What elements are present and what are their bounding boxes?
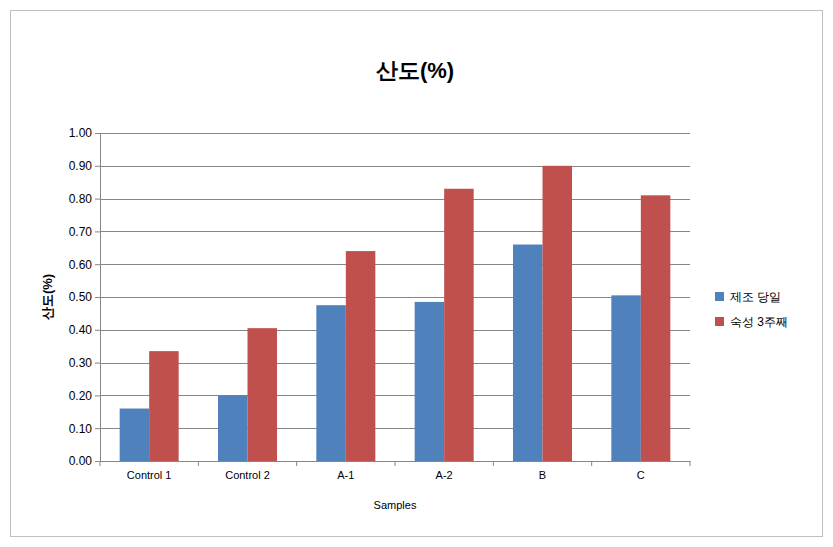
grid-line xyxy=(100,330,690,331)
y-tick-label: 0.00 xyxy=(69,454,93,468)
y-tick-label: 0.40 xyxy=(69,323,93,337)
chart: 0.00 0.10 0.20 0.30 0.40 0.50 0.60 0.70 0.80 0.90… xyxy=(0,0,833,547)
x-tick: A-1 xyxy=(337,469,354,481)
y-tick-label: 0.10 xyxy=(69,422,93,436)
x-tick: C xyxy=(637,469,645,481)
y-tick-mark xyxy=(95,231,100,232)
title: 산도(%) xyxy=(376,58,454,83)
grid-line xyxy=(100,264,690,265)
y-tick-label: 0.70 xyxy=(69,225,93,239)
bar xyxy=(513,245,543,461)
bar xyxy=(444,189,474,461)
x-tick: Control 2 xyxy=(225,469,270,481)
x-separators xyxy=(100,461,690,466)
x-separator xyxy=(591,461,592,466)
y-tick: 0.40 xyxy=(69,323,100,337)
x-tick-label: A-1 xyxy=(337,469,354,481)
y-tick-mark xyxy=(95,133,100,134)
y-tick: 0.60 xyxy=(69,258,100,272)
grid-line xyxy=(100,428,690,429)
x-separator xyxy=(395,461,396,466)
x-tick: A-2 xyxy=(436,469,453,481)
bar xyxy=(218,395,248,461)
y-tick-mark xyxy=(95,264,100,265)
y-tick-label: 1.00 xyxy=(69,126,93,140)
x-separator xyxy=(690,461,691,466)
y-tick: 0.90 xyxy=(69,159,100,173)
y-tick-label: 0.90 xyxy=(69,159,93,173)
x-tick-label: B xyxy=(539,469,546,481)
x-tick: Control 1 xyxy=(127,469,172,481)
y-tick-label: 0.20 xyxy=(69,389,93,403)
y-tick: 0.10 xyxy=(69,422,100,436)
y-tick-mark xyxy=(95,199,100,200)
bar xyxy=(611,295,641,461)
y-tick-label: 0.80 xyxy=(69,192,93,206)
bar xyxy=(120,409,149,461)
x-axis-title: Samples xyxy=(374,499,417,511)
y-tick: 0.20 xyxy=(69,389,100,403)
grid-line xyxy=(100,297,690,298)
y-tick: 0.00 xyxy=(69,454,100,468)
y-tick: 0.80 xyxy=(69,192,100,206)
y-tick: 1.00 xyxy=(69,126,100,140)
y-tick: 0.70 xyxy=(69,225,100,239)
legend-swatch xyxy=(715,292,724,301)
x-tick-label: Control 1 xyxy=(127,469,172,481)
x-separator xyxy=(493,461,494,466)
y-axis: 0.00 0.10 0.20 0.30 0.40 0.50 0.60 0.70 0.80 0.90… xyxy=(69,126,101,468)
x-axis: Control 1 Control 2 A-1 A-2 B C xyxy=(101,462,691,481)
bar xyxy=(346,251,376,461)
grid-line xyxy=(100,231,690,232)
y-tick-label: 0.50 xyxy=(69,290,93,304)
x-tick-label: Control 2 xyxy=(225,469,270,481)
y-tick: 0.50 xyxy=(69,290,100,304)
y-tick-label: 0.30 xyxy=(69,356,93,370)
grid-line xyxy=(100,395,690,396)
x-tick: B xyxy=(539,469,546,481)
bar xyxy=(543,166,573,461)
y-tick-mark xyxy=(95,461,100,462)
bar xyxy=(248,328,278,461)
y-tick-mark xyxy=(95,166,100,167)
grid-line xyxy=(100,199,690,200)
bar xyxy=(641,195,671,461)
legend-label: 제조 당일 xyxy=(730,290,781,304)
y-axis-line xyxy=(100,134,101,462)
x-separator xyxy=(198,461,199,466)
y-axis-title: 산도(%) xyxy=(40,274,55,320)
y-tick: 0.30 xyxy=(69,356,100,370)
x-tick-label: C xyxy=(637,469,645,481)
grid-line xyxy=(100,166,690,167)
legend-swatch xyxy=(715,317,724,326)
x-separator xyxy=(100,461,101,466)
grid-line xyxy=(100,363,690,364)
bar xyxy=(149,351,179,461)
y-tick-mark xyxy=(95,330,100,331)
y-tick-mark xyxy=(95,297,100,298)
y-tick-mark xyxy=(95,363,100,364)
y-tick-label: 0.60 xyxy=(69,258,93,272)
grid xyxy=(100,134,690,462)
y-tick-mark xyxy=(95,395,100,396)
bar xyxy=(316,305,346,461)
bars xyxy=(120,166,671,461)
bar xyxy=(415,302,445,461)
legend: 제조 당일숙성 3주째 xyxy=(715,290,788,329)
legend-label: 숙성 3주째 xyxy=(730,315,788,329)
x-separator xyxy=(296,461,297,466)
grid-line xyxy=(100,133,690,134)
chart-border xyxy=(11,11,823,537)
y-tick-mark xyxy=(95,428,100,429)
x-tick-label: A-2 xyxy=(436,469,453,481)
